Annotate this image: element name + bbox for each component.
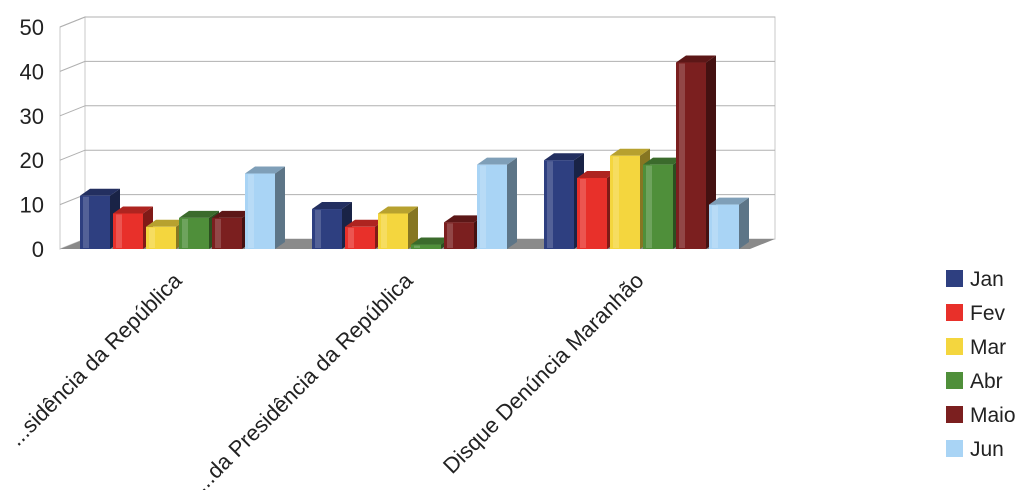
legend-swatch [946,406,963,423]
legend-label: Jun [970,438,1004,461]
legend-swatch [946,304,963,321]
y-tick-label: 20 [20,148,44,173]
legend-swatch [946,372,963,389]
bar [477,157,517,249]
legend-item: Jun [946,438,1004,461]
legend-item: Jan [946,268,1004,291]
legend-label: Abr [970,370,1003,393]
legend-label: Fev [970,302,1006,325]
category-labels: ...sidência da República ...da Presidênci… [4,267,649,490]
y-axis-ticks: 0 10 20 30 40 50 [20,15,44,262]
bar [676,55,716,249]
legend-item: Mar [946,336,1006,359]
legend: Jan Fev Mar Abr Maio Jun [946,268,1016,461]
category-label: ...sidência da República [4,267,187,450]
y-tick-label: 10 [20,193,44,218]
legend-swatch [946,270,963,287]
legend-swatch [946,440,963,457]
bar [709,197,749,249]
y-tick-label: 0 [32,237,44,262]
gridline-side [59,60,86,72]
legend-label: Mar [970,336,1006,359]
y-tick-label: 30 [20,104,44,129]
legend-label: Maio [970,404,1016,427]
bar [245,166,285,249]
legend-item: Fev [946,302,1006,325]
category-label: Disque Denúncia Maranhão [438,268,649,479]
bar [444,215,484,249]
chart-walls [59,16,776,250]
y-tick-label: 50 [20,15,44,40]
legend-item: Abr [946,370,1003,393]
bars [80,55,749,249]
gridlines [59,16,775,206]
legend-label: Jan [970,268,1004,291]
legend-swatch [946,338,963,355]
bar [378,206,418,249]
y-tick-label: 40 [20,59,44,84]
gridline-side [59,149,86,161]
category-label: ...da Presidência da República [189,267,418,490]
legend-item: Maio [946,404,1016,427]
gridline-side [59,105,86,117]
gridline-side [59,16,86,28]
